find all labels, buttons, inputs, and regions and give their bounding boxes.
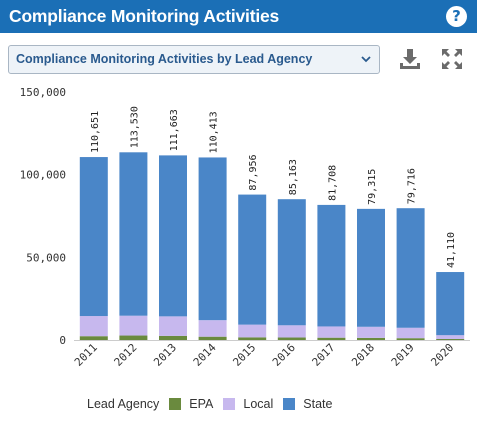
page-title: Compliance Monitoring Activities bbox=[9, 6, 280, 26]
x-tick-label: 2015 bbox=[230, 341, 258, 369]
y-tick-label: 100,000 bbox=[20, 169, 66, 182]
bar-segment-epa bbox=[198, 336, 227, 340]
bar-segment-epa bbox=[79, 336, 108, 340]
header-bar: Compliance Monitoring Activities ? bbox=[0, 0, 477, 33]
bar-segment-epa bbox=[396, 338, 425, 340]
bar-segment-local bbox=[317, 326, 346, 338]
y-tick-label: 150,000 bbox=[20, 86, 66, 99]
bar-segment-epa bbox=[436, 339, 465, 340]
bar-segment-state bbox=[436, 272, 465, 336]
legend: Lead Agency EPA Local State bbox=[87, 394, 342, 414]
expand-icon[interactable] bbox=[440, 47, 464, 71]
bar-segment-local bbox=[357, 326, 385, 338]
y-tick-label: 50,000 bbox=[26, 251, 66, 264]
x-tick-label: 2013 bbox=[151, 341, 179, 369]
bar-total-label: 110,651 bbox=[90, 111, 101, 153]
bar-segment-local bbox=[396, 327, 425, 339]
chevron-down-icon bbox=[361, 56, 371, 63]
bar-segment-epa bbox=[238, 337, 267, 340]
legend-item-local[interactable]: Local bbox=[223, 397, 273, 411]
legend-swatch-local bbox=[223, 398, 236, 410]
bar-total-label: 111,663 bbox=[169, 109, 180, 151]
bar-total-label: 81,708 bbox=[327, 165, 338, 201]
x-tick-label: 2014 bbox=[191, 341, 219, 369]
bar-segment-local bbox=[436, 335, 465, 340]
bar-segment-local bbox=[79, 316, 108, 337]
bar-segment-local bbox=[238, 324, 267, 338]
legend-label-local: Local bbox=[243, 397, 274, 411]
bar-total-label: 79,716 bbox=[407, 168, 418, 204]
legend-swatch-state bbox=[283, 398, 296, 410]
bar-total-label: 79,315 bbox=[367, 169, 378, 205]
legend-item-epa[interactable]: EPA bbox=[169, 397, 213, 411]
bar-total-label: 85,163 bbox=[288, 159, 299, 195]
legend-item-state[interactable]: State bbox=[283, 397, 332, 411]
x-tick-label: 2020 bbox=[428, 341, 456, 369]
chart-area: 0 50,000 100,000 150,000 110,651 2011 113,530 2… bbox=[0, 78, 477, 421]
x-tick-label: 2017 bbox=[310, 341, 338, 369]
bar-total-label: 41,110 bbox=[446, 232, 457, 268]
bar-segment-epa bbox=[357, 337, 385, 340]
bar-segment-state bbox=[119, 152, 148, 316]
bar-total-label: 113,530 bbox=[129, 106, 140, 148]
bar-segment-epa bbox=[277, 337, 306, 340]
bar-segment-state bbox=[357, 208, 385, 327]
bar-segment-state bbox=[79, 157, 108, 317]
stacked-bar-chart: 0 50,000 100,000 150,000 110,651 2011 113,530 2… bbox=[20, 86, 470, 369]
legend-label-epa: EPA bbox=[189, 397, 214, 411]
chart-selector-value: Compliance Monitoring Activities by Lead… bbox=[16, 52, 313, 66]
bar-segment-epa bbox=[317, 337, 346, 340]
bar-segment-epa bbox=[119, 335, 148, 340]
chart-selector-dropdown[interactable]: Compliance Monitoring Activities by Lead… bbox=[8, 45, 380, 74]
legend-title: Lead Agency bbox=[87, 397, 160, 411]
bar-segment-state bbox=[277, 199, 306, 326]
x-tick-label: 2016 bbox=[270, 341, 298, 369]
bar-total-label: 110,413 bbox=[209, 111, 220, 153]
bar-segment-state bbox=[238, 194, 267, 325]
legend-swatch-epa bbox=[169, 398, 182, 410]
bar-segment-state bbox=[317, 204, 346, 327]
help-icon[interactable]: ? bbox=[446, 6, 467, 27]
bar-segment-local bbox=[277, 325, 306, 338]
download-icon[interactable] bbox=[398, 47, 422, 71]
bar-segment-local bbox=[159, 316, 187, 336]
bar-segment-state bbox=[198, 157, 227, 321]
x-tick-label: 2018 bbox=[349, 341, 377, 369]
bar-total-label: 87,956 bbox=[248, 154, 259, 190]
x-tick-label: 2019 bbox=[389, 341, 417, 369]
x-tick-label: 2012 bbox=[112, 341, 140, 369]
legend-label-state: State bbox=[303, 397, 333, 411]
x-tick-label: 2011 bbox=[72, 341, 100, 369]
bar-segment-local bbox=[119, 315, 148, 336]
bar-segment-local bbox=[198, 320, 227, 337]
bar-segment-epa bbox=[159, 335, 187, 340]
bar-segment-state bbox=[396, 208, 425, 328]
bar-segment-state bbox=[159, 155, 187, 317]
y-tick-label: 0 bbox=[59, 334, 66, 347]
